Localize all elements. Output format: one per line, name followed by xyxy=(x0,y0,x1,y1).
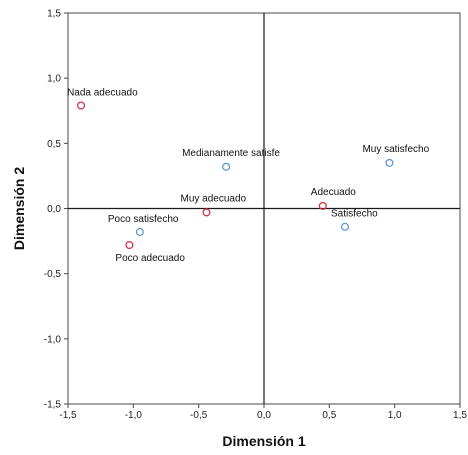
data-point-marker xyxy=(125,240,134,250)
y-tick-label: -1,0 xyxy=(44,334,62,345)
data-points: Nada adecuado Muy adecuado Adecuado Poco ad… xyxy=(67,88,430,264)
data-point-label: Nada adecuado xyxy=(67,88,138,99)
x-tick-label: -1,0 xyxy=(125,410,143,421)
x-tick-label: -1,5 xyxy=(59,410,77,421)
y-tick-label: -1,5 xyxy=(44,400,62,411)
y-tick-label: 0,0 xyxy=(47,204,61,215)
y-axis-title: Dimensión 2 xyxy=(11,167,27,250)
data-point-marker xyxy=(135,227,144,237)
data-point-label: Muy adecuado xyxy=(181,193,247,204)
y-tick-label: -0,5 xyxy=(44,269,62,280)
data-point-marker xyxy=(318,201,327,210)
data-point-label: Adecuado xyxy=(311,187,356,198)
data-point-label: Poco adecuado xyxy=(115,253,185,264)
data-point-label: Medianamente satisfe xyxy=(182,148,280,159)
x-axis-title: Dimensión 1 xyxy=(222,433,305,449)
data-point-label: Muy satisfecho xyxy=(362,144,429,155)
data-point-marker xyxy=(222,162,231,171)
y-axis-ticks: 1,5 1,0 0,5 0,0 -0,5 -1,0 -1,5 xyxy=(44,9,68,411)
data-point-marker xyxy=(77,101,86,110)
data-point-marker xyxy=(385,158,394,167)
x-tick-label: 1,5 xyxy=(453,410,467,421)
x-tick-label: -0,5 xyxy=(190,410,208,421)
x-tick-label: 1,0 xyxy=(388,410,402,421)
data-point-label: Poco satisfecho xyxy=(108,214,179,225)
x-axis-ticks: -1,5 -1,0 -0,5 0,0 0,5 1,0 1,5 xyxy=(59,404,467,421)
x-tick-label: 0,5 xyxy=(322,410,336,421)
y-tick-label: 1,0 xyxy=(47,74,61,85)
data-point-label: Satisfecho xyxy=(331,209,378,220)
y-tick-label: 0,5 xyxy=(47,139,61,150)
data-point-marker xyxy=(202,208,211,217)
y-tick-label: 1,5 xyxy=(47,9,61,20)
data-point-marker xyxy=(340,222,350,231)
x-tick-label: 0,0 xyxy=(257,410,271,421)
